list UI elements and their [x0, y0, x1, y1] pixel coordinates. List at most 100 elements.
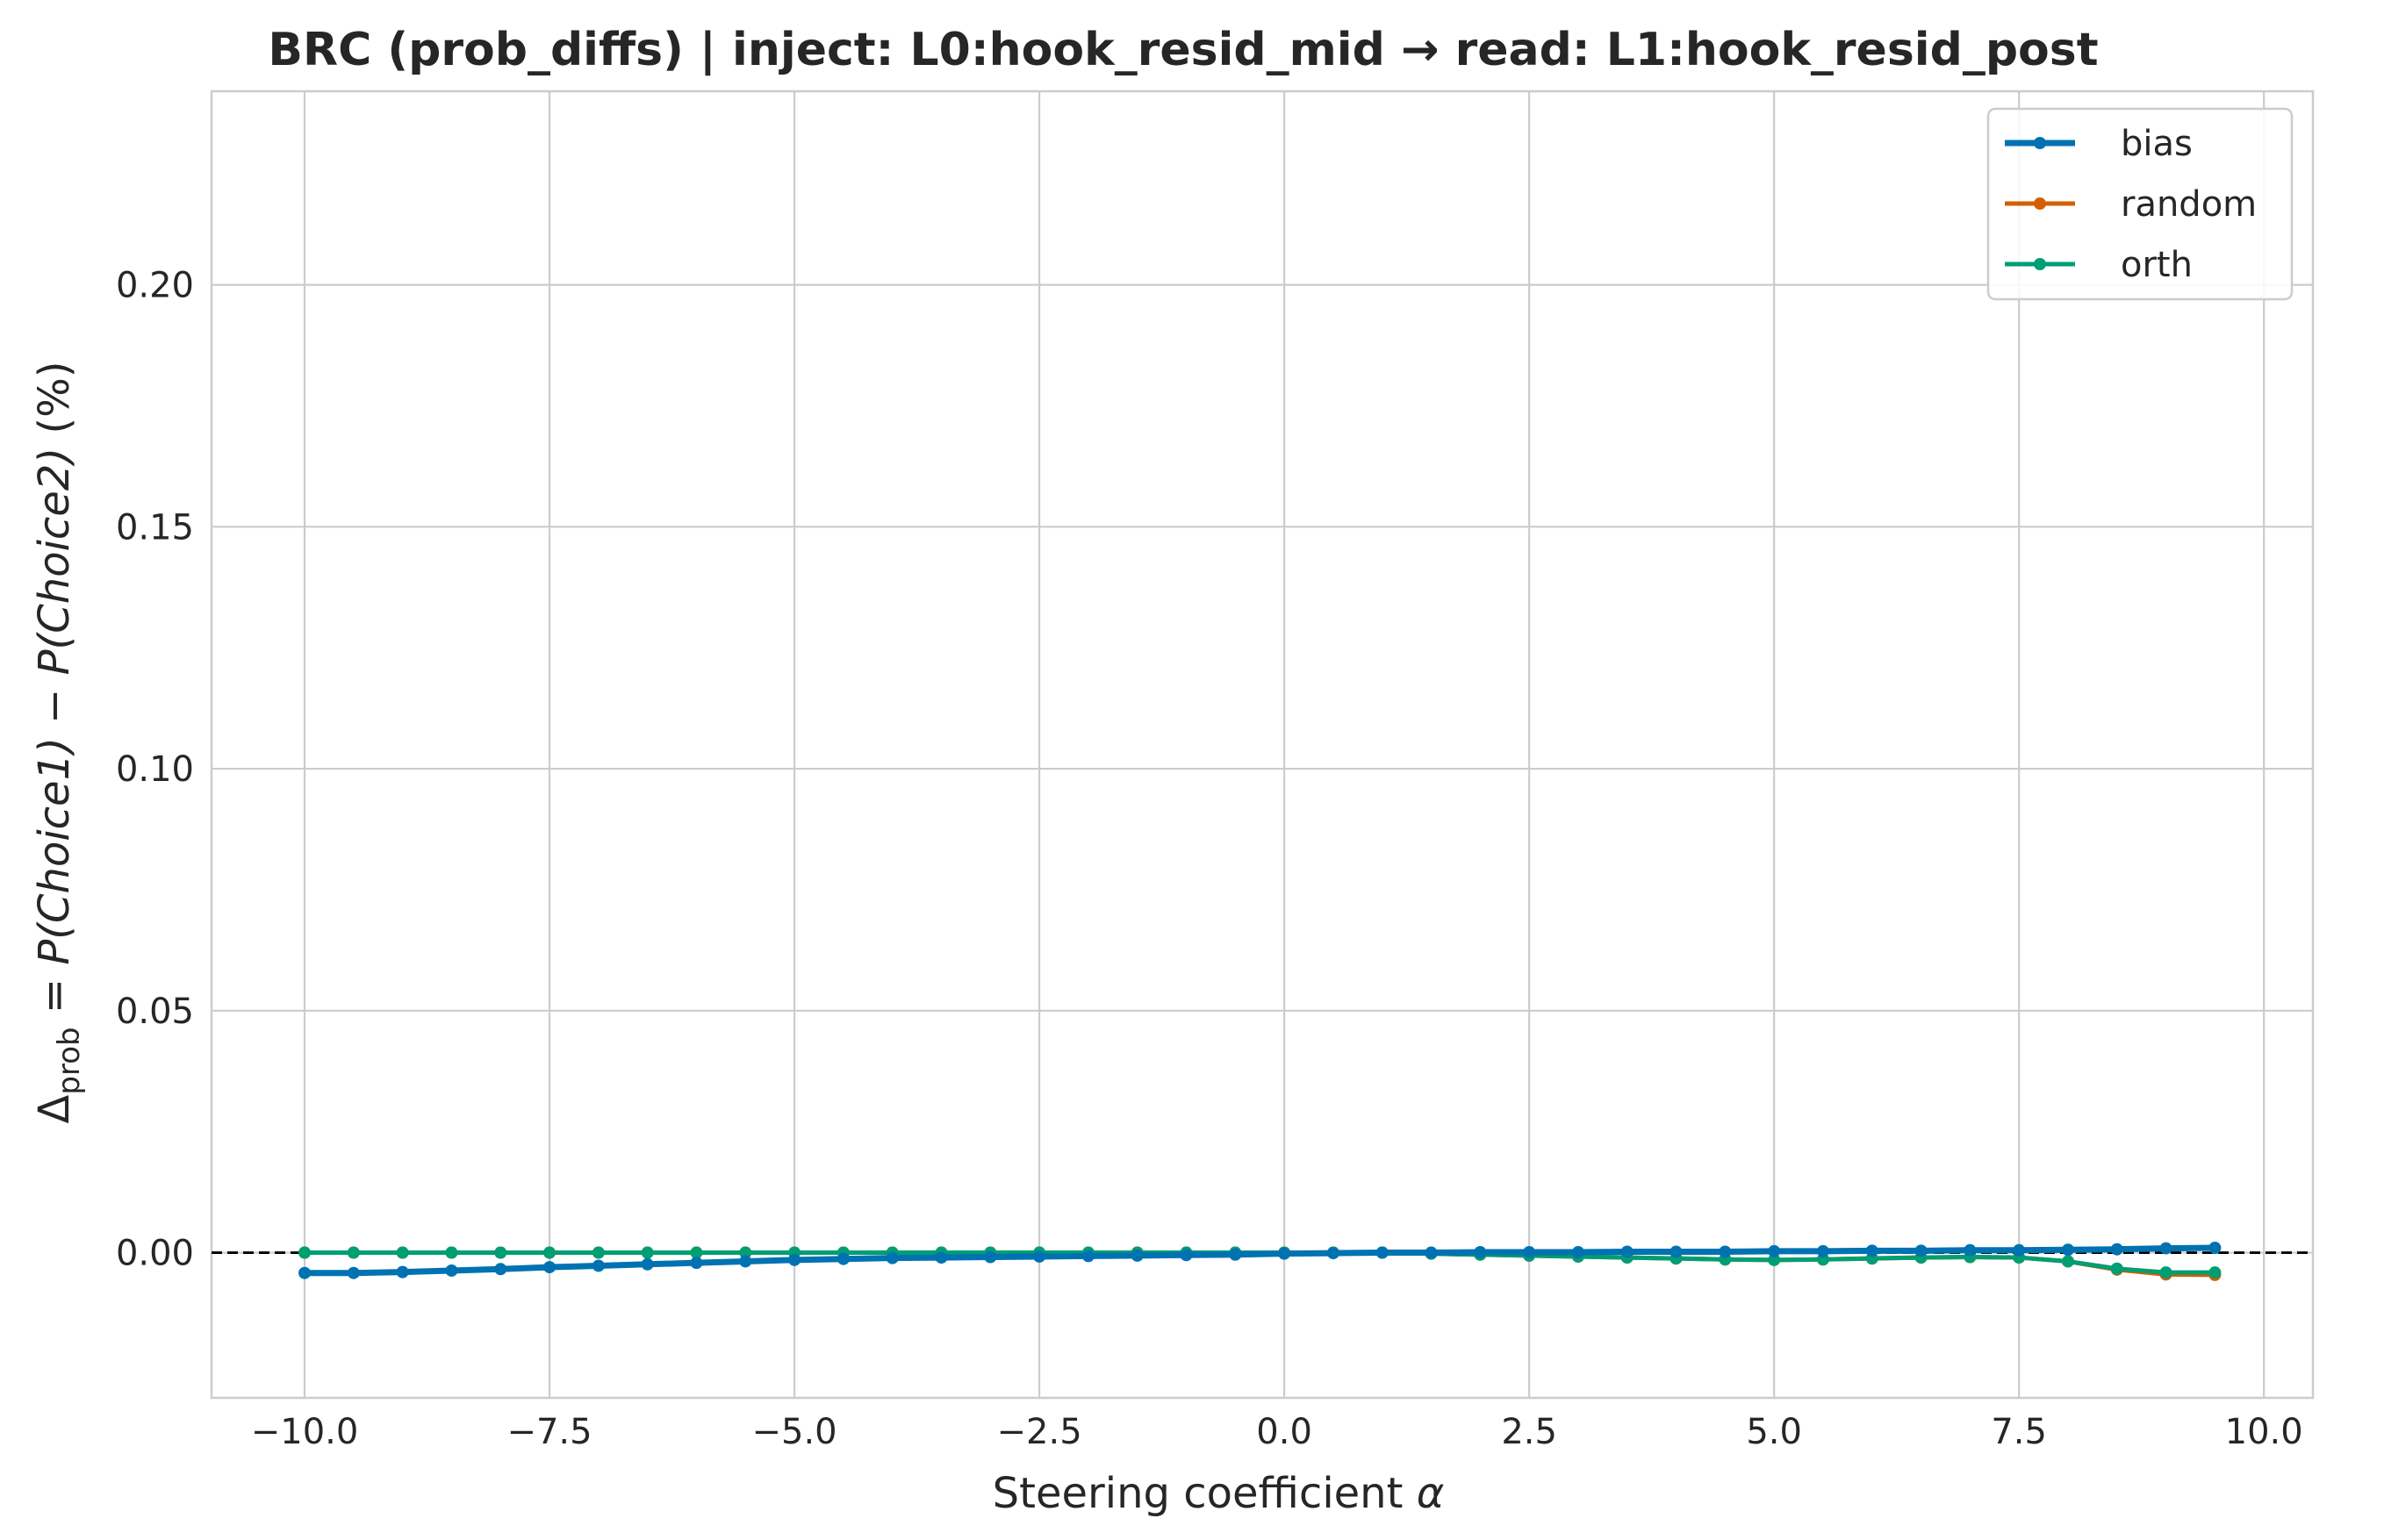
data-point-orth — [445, 1246, 458, 1259]
data-point-orth — [396, 1246, 409, 1259]
x-tick-label: −7.5 — [506, 1412, 592, 1452]
data-point-bias — [1326, 1247, 1339, 1260]
data-point-bias — [1719, 1245, 1732, 1258]
data-point-orth — [298, 1246, 312, 1259]
data-point-bias — [494, 1263, 507, 1276]
x-tick-label: −5.0 — [751, 1412, 837, 1452]
plot-area-frame — [210, 90, 2315, 1400]
data-point-bias — [445, 1264, 458, 1277]
legend-label: random — [2121, 184, 2257, 225]
y-label-equals: = — [30, 965, 79, 1028]
x-tick-label: 2.5 — [1501, 1412, 1557, 1452]
data-point-bias — [1914, 1244, 1928, 1257]
y-label-unit: (%) — [30, 362, 79, 448]
series-layer — [298, 1242, 2222, 1281]
y-tick-label: 0.20 — [116, 266, 194, 306]
y-label-choice1: (Choice1) — [30, 737, 79, 940]
data-point-bias — [788, 1253, 801, 1266]
data-point-bias — [1180, 1249, 1193, 1262]
legend-swatch-marker — [2034, 197, 2046, 210]
x-tick-label: 0.0 — [1256, 1412, 1312, 1452]
data-point-orth — [494, 1246, 507, 1259]
data-point-bias — [2159, 1242, 2172, 1255]
data-point-bias — [837, 1252, 850, 1265]
data-point-bias — [739, 1255, 752, 1268]
x-tick-label: −2.5 — [997, 1412, 1082, 1452]
data-point-bias — [1571, 1246, 1584, 1259]
data-point-bias — [984, 1250, 997, 1264]
data-point-orth — [592, 1246, 605, 1259]
y-tick-label: 0.05 — [116, 992, 194, 1032]
data-point-orth — [543, 1246, 557, 1259]
x-axis-label: Steering coefficient α — [993, 1469, 1445, 1518]
y-label-choice2: (Choice2) — [30, 448, 79, 650]
legend-label: bias — [2121, 124, 2193, 164]
y-tick-label: 0.10 — [116, 749, 194, 790]
legend: bias random orth — [1986, 107, 2294, 301]
legend-item-bias: bias — [2005, 124, 2193, 164]
data-point-orth — [739, 1246, 752, 1259]
data-point-bias — [641, 1257, 654, 1271]
data-point-bias — [2013, 1243, 2026, 1257]
data-point-bias — [1865, 1244, 1878, 1257]
data-point-orth — [2110, 1262, 2123, 1275]
legend-label: orth — [2121, 245, 2193, 285]
data-point-bias — [690, 1257, 703, 1270]
data-point-bias — [1768, 1244, 1781, 1257]
data-point-orth — [1768, 1253, 1781, 1266]
data-point-bias — [935, 1251, 948, 1264]
data-point-bias — [1131, 1249, 1144, 1262]
y-tick-label: 0.15 — [116, 507, 194, 548]
series-bias — [298, 1242, 2222, 1279]
data-point-bias — [1670, 1245, 1683, 1258]
data-point-bias — [1964, 1243, 1977, 1257]
data-point-orth — [641, 1246, 654, 1259]
data-point-bias — [1081, 1250, 1095, 1263]
data-point-bias — [1523, 1246, 1536, 1259]
data-point-bias — [2110, 1243, 2123, 1256]
chart-title: BRC (prob_diffs) | inject: L0:hook_resid… — [268, 24, 2098, 76]
data-point-bias — [347, 1266, 360, 1279]
data-point-orth — [2159, 1266, 2172, 1279]
data-point-bias — [592, 1259, 605, 1272]
data-point-bias — [1229, 1248, 1242, 1261]
y-label-p2: P — [30, 649, 79, 675]
y-tick-label: 0.00 — [116, 1234, 194, 1274]
series-line-bias — [301, 1244, 2218, 1277]
x-tick-label: 10.0 — [2225, 1412, 2303, 1452]
data-point-bias — [1033, 1250, 1046, 1263]
y-axis-label: Δprob = P(Choice1) − P(Choice2) (%) — [30, 362, 87, 1124]
legend-swatch-marker — [2034, 258, 2046, 270]
y-label-minus: − — [30, 675, 79, 737]
legend-swatch-marker — [2034, 137, 2046, 149]
y-label-p1: P — [30, 940, 79, 965]
data-point-orth — [690, 1246, 703, 1259]
legend-item-random: random — [2005, 184, 2257, 225]
x-tick-label: 5.0 — [1746, 1412, 1802, 1452]
data-point-orth — [347, 1246, 360, 1259]
data-point-bias — [2061, 1243, 2074, 1257]
x-tick-label: 7.5 — [1991, 1412, 2047, 1452]
data-point-bias — [1278, 1247, 1291, 1260]
y-label-subscript: prob — [52, 1027, 87, 1094]
data-point-bias — [1620, 1245, 1634, 1258]
x-tick-label: −10.0 — [251, 1412, 359, 1452]
y-label-delta: Δ — [30, 1094, 79, 1123]
y-tick-labels: 0.00 0.05 0.10 0.15 0.20 — [116, 266, 194, 1274]
data-point-bias — [1816, 1244, 1829, 1257]
data-point-bias — [2208, 1242, 2222, 1255]
x-tick-labels: −10.0 −7.5 −5.0 −2.5 0.0 2.5 5.0 7.5 10.0 — [251, 1412, 2303, 1452]
data-point-bias — [396, 1265, 409, 1279]
grid — [212, 91, 2313, 1398]
x-axis-label-alpha: α — [1417, 1469, 1445, 1518]
data-point-orth — [2208, 1266, 2222, 1279]
data-point-orth — [2061, 1255, 2074, 1268]
data-point-bias — [886, 1251, 899, 1264]
data-point-bias — [1474, 1246, 1487, 1259]
data-point-bias — [543, 1261, 557, 1274]
data-point-bias — [298, 1266, 312, 1279]
data-point-bias — [1425, 1246, 1438, 1259]
legend-box — [1986, 107, 2294, 301]
legend-item-orth: orth — [2005, 245, 2193, 285]
